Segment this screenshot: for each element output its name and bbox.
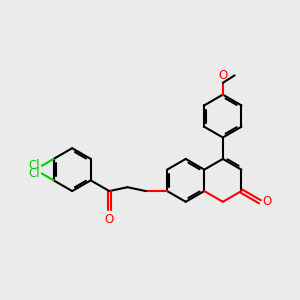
- Text: O: O: [263, 195, 272, 208]
- Text: O: O: [105, 212, 114, 226]
- Text: Cl: Cl: [29, 167, 40, 180]
- Text: Cl: Cl: [29, 159, 40, 172]
- Text: O: O: [218, 69, 227, 82]
